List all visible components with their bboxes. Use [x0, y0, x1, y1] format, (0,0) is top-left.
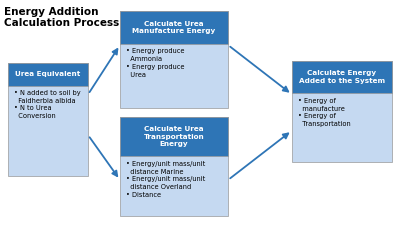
- FancyBboxPatch shape: [120, 117, 228, 156]
- FancyBboxPatch shape: [120, 11, 228, 44]
- FancyBboxPatch shape: [8, 63, 88, 176]
- Text: Energy Addition
Calculation Process: Energy Addition Calculation Process: [4, 7, 119, 28]
- FancyBboxPatch shape: [8, 63, 88, 86]
- Text: Calculate Energy
Added to the System: Calculate Energy Added to the System: [299, 70, 385, 84]
- Text: Calculate Urea
Manufacture Energy: Calculate Urea Manufacture Energy: [132, 21, 216, 34]
- Text: Urea Equivalent: Urea Equivalent: [15, 71, 81, 77]
- FancyBboxPatch shape: [120, 11, 228, 108]
- FancyBboxPatch shape: [292, 61, 392, 162]
- FancyBboxPatch shape: [292, 61, 392, 93]
- Text: Calculate Urea
Transportation
Energy: Calculate Urea Transportation Energy: [144, 126, 204, 147]
- FancyBboxPatch shape: [120, 117, 228, 216]
- Text: • Energy/unit mass/unit
  distance Marine
• Energy/unit mass/unit
  distance Ove: • Energy/unit mass/unit distance Marine …: [126, 161, 205, 198]
- Text: • Energy of
  manufacture
• Energy of
  Transportation: • Energy of manufacture • Energy of Tran…: [298, 98, 351, 127]
- Text: • Energy produce
  Ammonia
• Energy produce
  Urea: • Energy produce Ammonia • Energy produc…: [126, 48, 184, 78]
- Text: • N added to soil by
  Faidherbia albida
• N to Urea
  Conversion: • N added to soil by Faidherbia albida •…: [14, 90, 81, 119]
